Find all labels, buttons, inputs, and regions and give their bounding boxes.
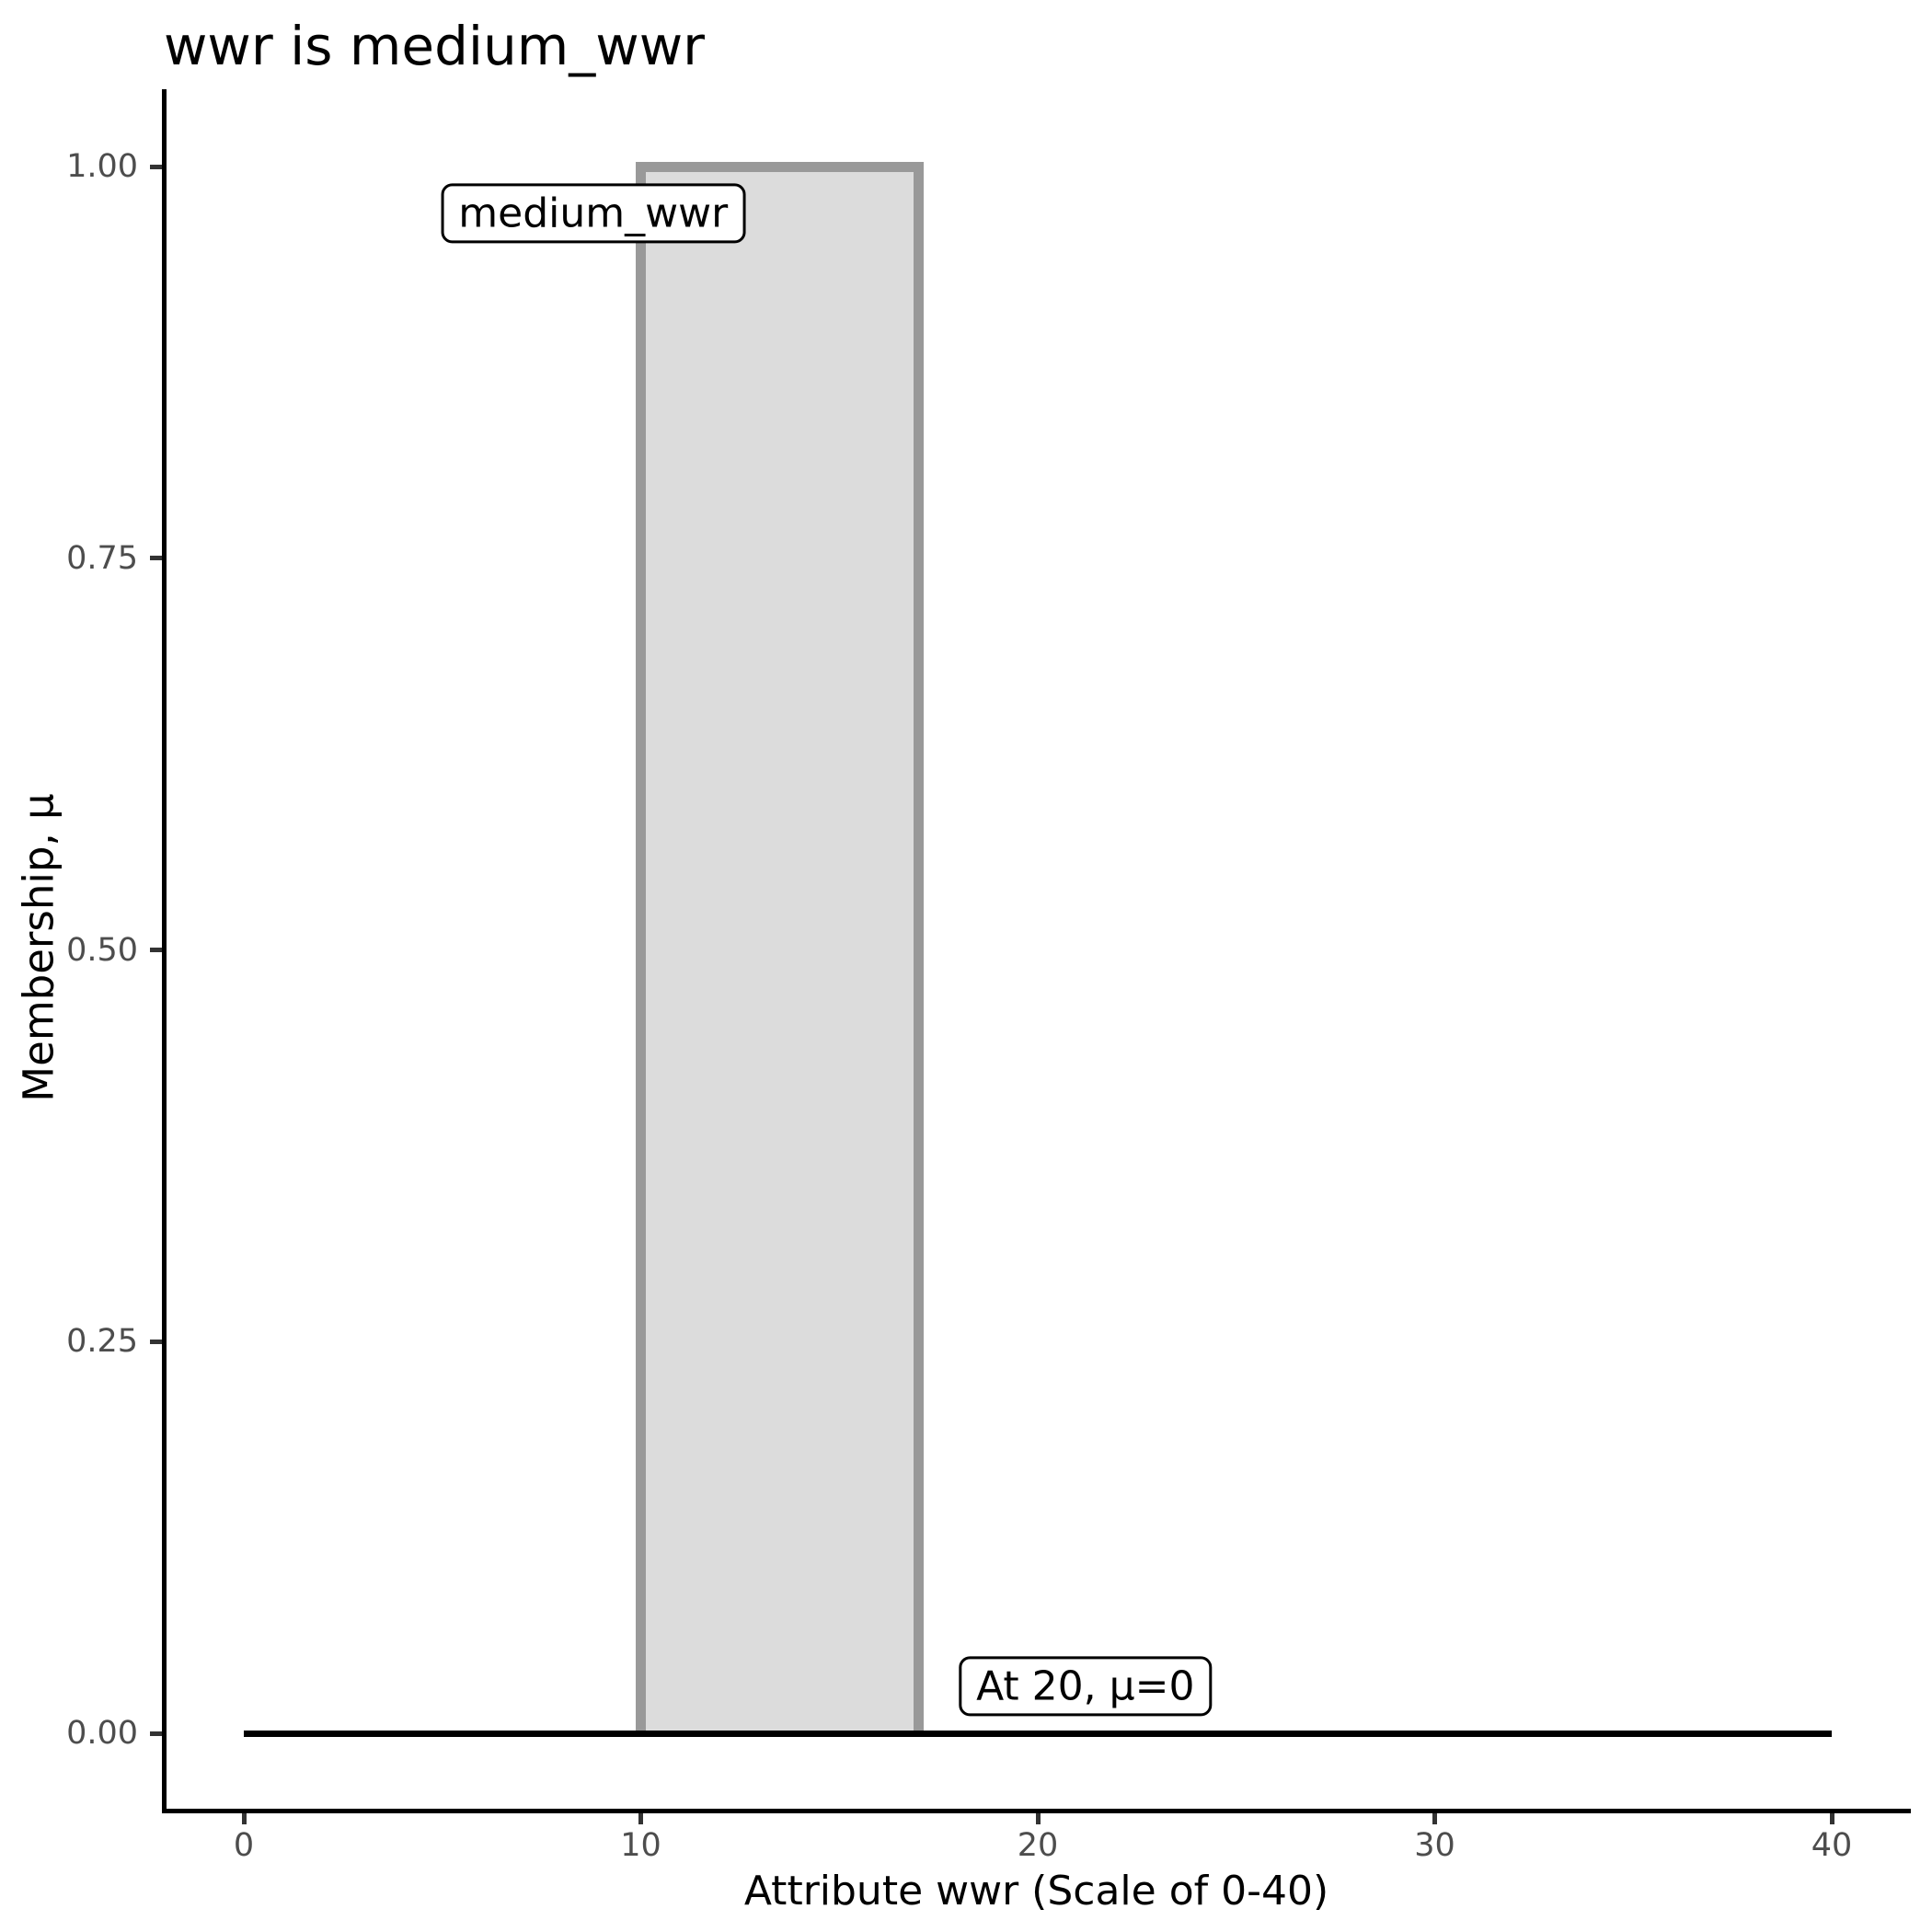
x-tick-label: 0 — [233, 1827, 255, 1864]
x-tick-label: 40 — [1811, 1827, 1853, 1864]
y-tick-label: 0.50 — [66, 931, 138, 969]
x-axis-title: Attribute wwr (Scale of 0-40) — [743, 1868, 1329, 1915]
x-tick-mark — [1829, 1813, 1834, 1824]
chart-title: wwr is medium_wwr — [164, 15, 706, 77]
y-tick-mark — [150, 164, 162, 169]
x-tick-label: 10 — [620, 1827, 661, 1864]
membership-function-rect — [636, 161, 925, 1733]
annotation-label: At 20, μ=0 — [959, 1656, 1213, 1717]
x-tick-label: 30 — [1414, 1827, 1455, 1864]
y-tick-label: 0.00 — [66, 1715, 138, 1752]
annotation-label: medium_wwr — [441, 183, 746, 244]
x-tick-mark — [241, 1813, 247, 1824]
x-axis-line — [162, 1809, 1911, 1813]
y-tick-label: 0.75 — [66, 539, 138, 577]
membership-baseline — [244, 1730, 1832, 1737]
y-tick-mark — [150, 1339, 162, 1344]
y-axis-line — [162, 89, 167, 1813]
y-tick-mark — [150, 1731, 162, 1736]
y-tick-mark — [150, 556, 162, 561]
x-tick-mark — [1035, 1813, 1041, 1824]
y-tick-mark — [150, 948, 162, 952]
y-tick-label: 0.25 — [66, 1323, 138, 1361]
x-tick-mark — [638, 1813, 643, 1824]
x-tick-label: 20 — [1017, 1827, 1059, 1864]
x-tick-mark — [1432, 1813, 1437, 1824]
y-tick-label: 1.00 — [66, 148, 138, 185]
